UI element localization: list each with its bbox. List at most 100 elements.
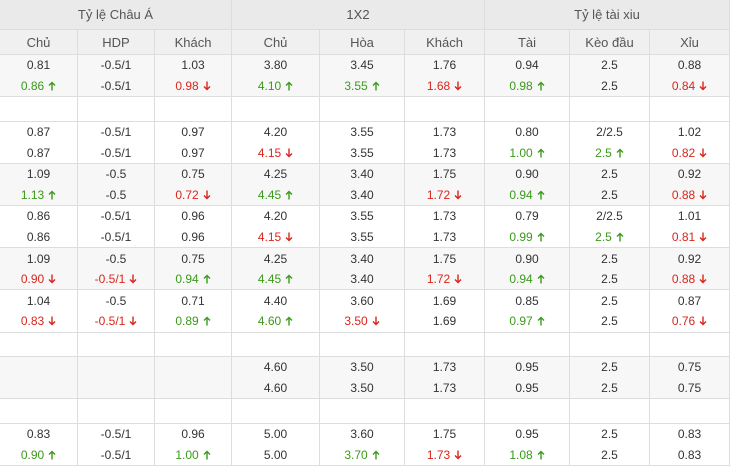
odds-line: 0.86 -0.5/1 0.96 4.20 3.55 1.73 0.79 2/2.5 1.01 bbox=[0, 206, 730, 227]
odds-line: 0.86 -0.5/1 0.96 4.15 3.55 1.73 0.99 2.5 0.81 bbox=[0, 226, 730, 248]
odds-value: 2.5 bbox=[601, 427, 618, 442]
trend-arrow bbox=[285, 190, 293, 200]
odds-cell: 0.88 bbox=[650, 184, 730, 206]
odds-value: 0.86 bbox=[26, 209, 51, 224]
odds-cell: 2/2.5 bbox=[570, 121, 650, 143]
odds-value: 1.72 bbox=[426, 272, 451, 287]
odds-cell: 0.96 bbox=[155, 423, 232, 445]
arrow-shape bbox=[454, 450, 462, 460]
arrow-shape bbox=[699, 274, 707, 284]
odds-value: 3.60 bbox=[350, 293, 374, 308]
odds-value: 0.92 bbox=[677, 167, 702, 182]
arrow-shape bbox=[454, 190, 462, 200]
odds-cell: 0.89 bbox=[155, 311, 232, 332]
odds-value: 4.15 bbox=[257, 145, 282, 160]
odds-value: 0.99 bbox=[509, 229, 533, 244]
odds-value: 0.89 bbox=[175, 314, 199, 329]
trend-arrow bbox=[537, 316, 545, 326]
blank-cell bbox=[78, 97, 155, 121]
blank-cell bbox=[485, 97, 570, 121]
column-header: Tài bbox=[485, 30, 570, 55]
odds-cell: 2.5 bbox=[570, 423, 650, 445]
odds-cell: 1.69 bbox=[405, 311, 485, 332]
arrow-shape bbox=[699, 81, 707, 91]
odds-cell: 0.79 bbox=[485, 206, 570, 227]
odds-cell: 4.60 bbox=[232, 311, 320, 332]
odds-value: 4.60 bbox=[257, 314, 282, 329]
odds-cell: 4.40 bbox=[232, 290, 320, 312]
odds-cell: 0.96 bbox=[155, 206, 232, 227]
odds-cell: 1.13 bbox=[0, 184, 78, 206]
odds-cell: -0.5/1 bbox=[78, 311, 155, 332]
trend-arrow bbox=[616, 148, 624, 158]
arrow-shape bbox=[203, 274, 211, 284]
blank-cell bbox=[405, 332, 485, 357]
odds-value: 0.90 bbox=[20, 447, 45, 462]
odds-cell: 0.94 bbox=[485, 55, 570, 76]
odds-cell: 2.5 bbox=[570, 268, 650, 290]
odds-cell: 1.73 bbox=[405, 226, 485, 248]
odds-value: -0.5/1 bbox=[100, 124, 132, 139]
odds-value: 0.97 bbox=[181, 124, 205, 139]
odds-value: 0.87 bbox=[26, 124, 51, 139]
odds-value: 3.55 bbox=[350, 209, 374, 224]
odds-cell: 0.86 bbox=[0, 75, 78, 97]
trend-arrow bbox=[537, 81, 545, 91]
odds-cell: 3.50 bbox=[320, 377, 405, 399]
blank-cell bbox=[320, 97, 405, 121]
odds-line: 1.09 -0.5 0.75 4.25 3.40 1.75 0.90 2.5 0.92 bbox=[0, 163, 730, 185]
odds-value: 0.92 bbox=[677, 251, 702, 266]
trend-arrow bbox=[372, 450, 380, 460]
column-header: Khách bbox=[155, 30, 232, 55]
arrow-shape bbox=[48, 316, 56, 326]
odds-cell: 3.50 bbox=[320, 357, 405, 378]
odds-value: 1.02 bbox=[677, 124, 702, 139]
odds-cell: 0.95 bbox=[485, 357, 570, 378]
odds-value: 0.88 bbox=[677, 58, 702, 73]
odds-value: -0.5 bbox=[105, 251, 127, 266]
odds-cell: 0.75 bbox=[650, 357, 730, 378]
odds-value: 3.80 bbox=[263, 58, 288, 73]
trend-arrow bbox=[699, 316, 707, 326]
odds-value: 0.95 bbox=[515, 360, 539, 375]
odds-value: 0.71 bbox=[181, 293, 205, 308]
odds-value: 0.95 bbox=[515, 381, 539, 396]
odds-cell: 1.75 bbox=[405, 423, 485, 445]
trend-arrow bbox=[537, 450, 545, 460]
odds-value: 2.5 bbox=[601, 272, 618, 287]
group-header: 1X2 bbox=[232, 0, 485, 30]
odds-value: 1.73 bbox=[432, 229, 457, 244]
odds-cell: 4.45 bbox=[232, 184, 320, 206]
odds-value: 3.50 bbox=[350, 360, 374, 375]
odds-cell: 4.20 bbox=[232, 121, 320, 143]
odds-cell: 0.75 bbox=[155, 163, 232, 185]
odds-cell: 0.76 bbox=[650, 311, 730, 332]
odds-cell: 3.60 bbox=[320, 290, 405, 312]
odds-cell: 2.5 bbox=[570, 75, 650, 97]
odds-value: 0.81 bbox=[671, 229, 696, 244]
trend-arrow bbox=[203, 274, 211, 284]
odds-value: 1.01 bbox=[677, 209, 702, 224]
blank-cell bbox=[232, 97, 320, 121]
odds-cell: 5.00 bbox=[232, 423, 320, 445]
trend-arrow bbox=[454, 274, 462, 284]
odds-value: -0.5/1 bbox=[100, 447, 132, 462]
arrow-shape bbox=[537, 232, 545, 242]
odds-line: 0.90 -0.5/1 1.00 5.00 3.70 1.73 1.08 2.5 0.83 bbox=[0, 444, 730, 465]
odds-value: 0.83 bbox=[26, 427, 51, 442]
arrow-shape bbox=[48, 81, 56, 91]
odds-cell: 3.60 bbox=[320, 423, 405, 445]
arrow-shape bbox=[372, 316, 380, 326]
odds-value: -0.5/1 bbox=[100, 427, 132, 442]
odds-value: 0.75 bbox=[677, 360, 702, 375]
odds-line: 0.87 -0.5/1 0.97 4.20 3.55 1.73 0.80 2/2.5 1.02 bbox=[0, 121, 730, 143]
odds-cell: 1.73 bbox=[405, 142, 485, 163]
odds-line: 4.60 3.50 1.73 0.95 2.5 0.75 bbox=[0, 377, 730, 399]
odds-cell: 1.68 bbox=[405, 75, 485, 97]
trend-arrow bbox=[285, 148, 293, 158]
blank-cell bbox=[320, 332, 405, 357]
blank-row bbox=[0, 97, 730, 122]
trend-arrow bbox=[48, 450, 56, 460]
odds-cell: 0.81 bbox=[650, 226, 730, 248]
odds-value: 4.45 bbox=[257, 272, 282, 287]
